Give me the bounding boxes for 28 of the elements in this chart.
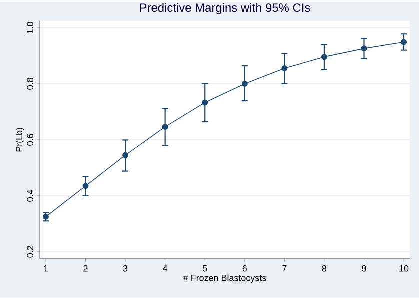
x-tick-label: 9 xyxy=(362,265,366,272)
x-axis-title: # Frozen Blastocysts xyxy=(183,274,266,284)
x-tick-label: 7 xyxy=(282,265,287,272)
x-tick-label: 8 xyxy=(322,265,327,272)
point xyxy=(242,80,248,87)
x-tick-label: 10 xyxy=(400,265,409,272)
point xyxy=(82,183,89,190)
point xyxy=(42,214,49,220)
y-tick-label: 0.8 xyxy=(27,78,34,90)
chart-title: Predictive Margins with 95% CIs xyxy=(140,3,310,14)
point xyxy=(401,39,408,46)
x-tick-label: 2 xyxy=(84,265,88,272)
point xyxy=(361,46,368,52)
y-tick-label: 0.6 xyxy=(27,134,34,146)
point xyxy=(122,152,129,158)
x-tick-label: 1 xyxy=(44,265,48,272)
point xyxy=(202,100,208,106)
y-axis-title: Pr(Lb) xyxy=(16,128,24,152)
point xyxy=(282,66,288,72)
x-tick-label: 3 xyxy=(123,265,128,272)
x-tick-label: 6 xyxy=(242,265,247,272)
point xyxy=(162,124,168,130)
x-tick-label: 5 xyxy=(202,265,208,272)
y-tick-label: 0.2 xyxy=(27,246,34,258)
y-tick-label: 0.4 xyxy=(27,190,34,202)
x-tick-label: 4 xyxy=(163,265,168,272)
y-tick-label: 1.0 xyxy=(27,22,34,34)
point xyxy=(321,54,328,60)
